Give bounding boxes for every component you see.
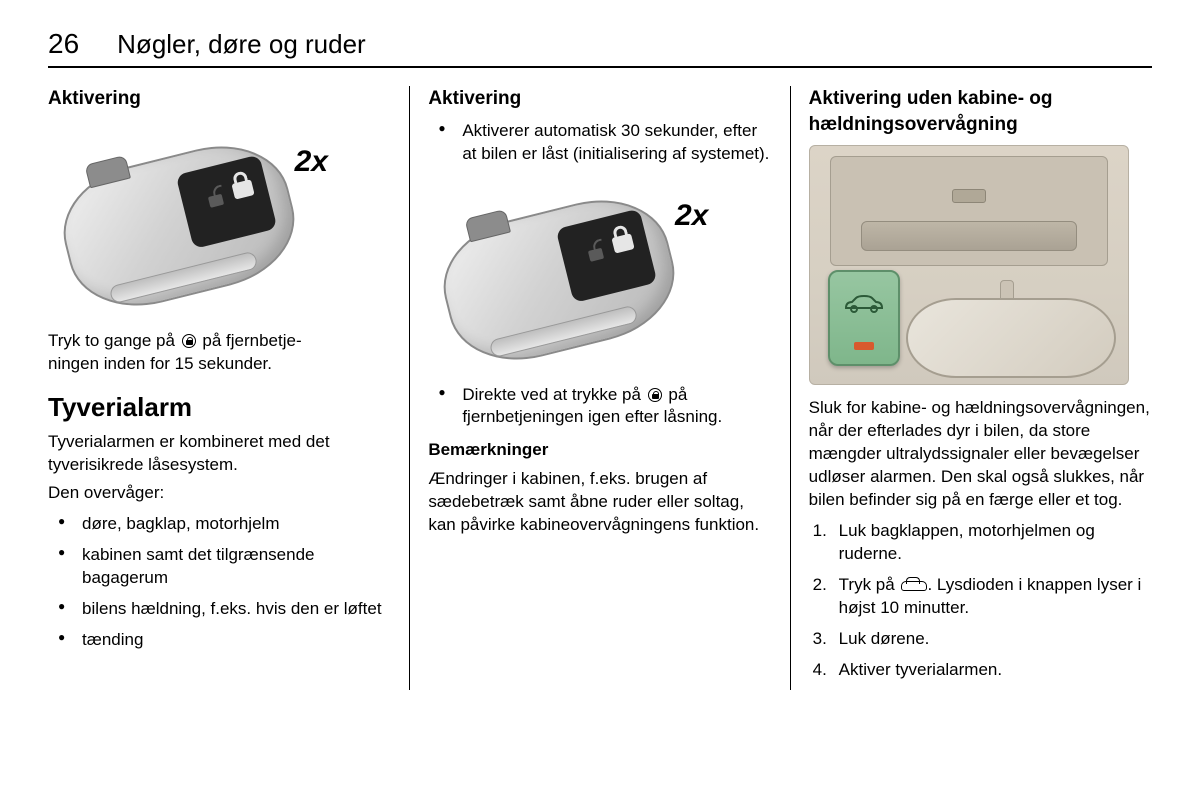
lock-inline-icon bbox=[182, 334, 196, 348]
overhead-console bbox=[830, 156, 1108, 266]
console-slot bbox=[952, 189, 986, 203]
list-item: 4.Aktiver tyverialarmen. bbox=[809, 659, 1152, 682]
col2-bullet-list-1: Aktiverer automatisk 30 sekunder, efter … bbox=[428, 120, 771, 166]
list-item: tænding bbox=[48, 629, 391, 652]
text-fragment: Direkte ved at trykke på bbox=[462, 385, 645, 404]
key-fob-body bbox=[50, 130, 307, 321]
key-fob-2x-label: 2x bbox=[675, 196, 708, 237]
col1-para2: Tyverialarmen er kombineret med det tyve… bbox=[48, 431, 391, 477]
text-fragment: Luk bagklappen, motorhjelmen og ruderne. bbox=[839, 521, 1095, 563]
column-1: Aktivering 2x Tryk to gange på på fjernb… bbox=[48, 86, 409, 690]
text-fragment: Aktiver tyverialarmen. bbox=[839, 660, 1002, 679]
page-number: 26 bbox=[48, 28, 79, 60]
column-3: Aktivering uden kabine- og hældningsover… bbox=[791, 86, 1152, 690]
col3-heading: Aktivering uden kabine- og hældningsover… bbox=[809, 86, 1152, 137]
col2-note-body: Ændringer i kabinen, f.eks. brugen af sæ… bbox=[428, 468, 771, 537]
rear-view-mirror bbox=[906, 298, 1116, 378]
key-fob-figure-2: 2x bbox=[428, 174, 728, 374]
list-item: kabinen samt det tilgrænsende bagagerum bbox=[48, 544, 391, 590]
list-item: 3.Luk dørene. bbox=[809, 628, 1152, 651]
col1-para3: Den overvåger: bbox=[48, 482, 391, 505]
text-fragment: på fjernbetje- bbox=[198, 331, 302, 350]
dashboard-figure bbox=[809, 145, 1129, 385]
key-fob-side-buttons bbox=[489, 304, 639, 358]
col3-para1: Sluk for kabine- og hældningsovervågning… bbox=[809, 397, 1152, 512]
col1-para1: Tryk to gange på på fjernbetje- ningen i… bbox=[48, 330, 391, 376]
console-bar bbox=[861, 221, 1077, 251]
key-fob-body bbox=[431, 184, 688, 375]
text-fragment: Tryk på bbox=[839, 575, 900, 594]
list-item: 1.Luk bagklappen, motorhjelmen og rudern… bbox=[809, 520, 1152, 566]
col1-heading-aktivering: Aktivering bbox=[48, 86, 391, 112]
key-fob-side-buttons bbox=[109, 250, 259, 304]
list-item: døre, bagklap, motorhjelm bbox=[48, 513, 391, 536]
text-fragment: Luk dørene. bbox=[839, 629, 930, 648]
car-outline-icon bbox=[842, 292, 886, 314]
list-item: bilens hældning, f.eks. hvis den er løft… bbox=[48, 598, 391, 621]
lock-inline-icon bbox=[648, 388, 662, 402]
page-header: 26 Nøgler, døre og ruder bbox=[48, 28, 1152, 68]
content-columns: Aktivering 2x Tryk to gange på på fjernb… bbox=[48, 86, 1152, 690]
col2-heading-aktivering: Aktivering bbox=[428, 86, 771, 112]
list-item: 2. Tryk på . Lysdioden i knappen lyser i… bbox=[809, 574, 1152, 620]
list-item: Aktiverer automatisk 30 sekunder, efter … bbox=[428, 120, 771, 166]
list-item: Direkte ved at trykke på på fjernbetjeni… bbox=[428, 384, 771, 430]
text-fragment: ningen inden for 15 sekunder. bbox=[48, 354, 272, 373]
key-fob-button-panel bbox=[556, 208, 658, 303]
key-fob-2x-label: 2x bbox=[295, 142, 328, 183]
monitoring-off-button bbox=[828, 270, 900, 366]
chapter-title: Nøgler, døre og ruder bbox=[117, 29, 366, 60]
key-fob-button-panel bbox=[176, 154, 278, 249]
col2-note-heading: Bemærkninger bbox=[428, 439, 771, 462]
button-led-icon bbox=[854, 342, 874, 350]
col2-bullet-list-2: Direkte ved at trykke på på fjernbetjeni… bbox=[428, 384, 771, 430]
text-fragment: Tryk to gange på bbox=[48, 331, 180, 350]
col3-steps-list: 1.Luk bagklappen, motorhjelmen og rudern… bbox=[809, 520, 1152, 682]
key-fob-figure-1: 2x bbox=[48, 120, 348, 320]
col1-heading-tyverialarm: Tyverialarm bbox=[48, 390, 391, 425]
car-inline-icon bbox=[901, 579, 925, 591]
column-2: Aktivering Aktiverer automatisk 30 sekun… bbox=[410, 86, 789, 690]
col1-bullet-list: døre, bagklap, motorhjelm kabinen samt d… bbox=[48, 513, 391, 652]
